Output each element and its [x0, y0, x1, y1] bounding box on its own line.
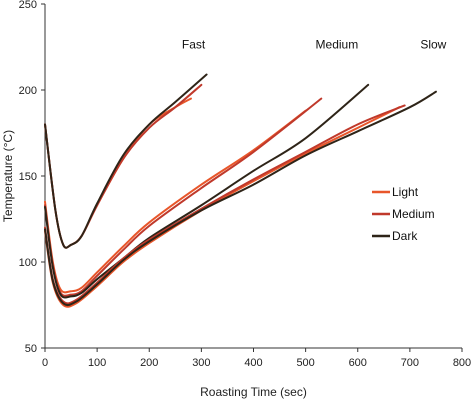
- x-axis-title: Roasting Time (sec): [200, 385, 307, 399]
- x-tick-label: 500: [296, 357, 314, 369]
- y-axis-title: Temperature (°C): [1, 130, 15, 222]
- legend-label-dark: Dark: [392, 229, 418, 243]
- x-tick-label: 400: [244, 357, 262, 369]
- y-tick-label: 100: [19, 257, 37, 269]
- x-tick-label: 700: [401, 357, 419, 369]
- y-tick-label: 250: [19, 0, 37, 11]
- series-lines: [44, 73, 437, 308]
- series-line-slow-light: [44, 106, 401, 308]
- x-tick-label: 0: [42, 357, 48, 369]
- series-line-medium-dark: [44, 83, 370, 299]
- axes: [44, 4, 462, 349]
- y-tick-label: 200: [19, 85, 37, 97]
- x-ticks: 0 100 200 300 400 500 600 700 800: [42, 348, 471, 369]
- x-tick-label: 100: [88, 357, 106, 369]
- legend: Light Medium Dark: [372, 185, 435, 243]
- annotation-slow: Slow: [420, 38, 446, 52]
- x-tick-label: 200: [140, 357, 158, 369]
- x-tick-label: 800: [453, 357, 471, 369]
- series-line-fast-dark: [44, 73, 208, 249]
- y-tick-label: 150: [19, 171, 37, 183]
- annotation-fast: Fast: [182, 38, 206, 52]
- series-line-slow-dark: [44, 90, 437, 307]
- series-line-slow-medium: [44, 104, 406, 305]
- y-ticks: 50 100 150 200 250: [19, 0, 45, 355]
- legend-label-medium: Medium: [392, 207, 435, 221]
- x-tick-label: 300: [192, 357, 210, 369]
- legend-label-light: Light: [392, 185, 419, 199]
- annotation-medium: Medium: [316, 38, 359, 52]
- y-tick-label: 50: [25, 343, 37, 355]
- x-tick-label: 600: [349, 357, 367, 369]
- series-line-medium-light: [44, 109, 307, 294]
